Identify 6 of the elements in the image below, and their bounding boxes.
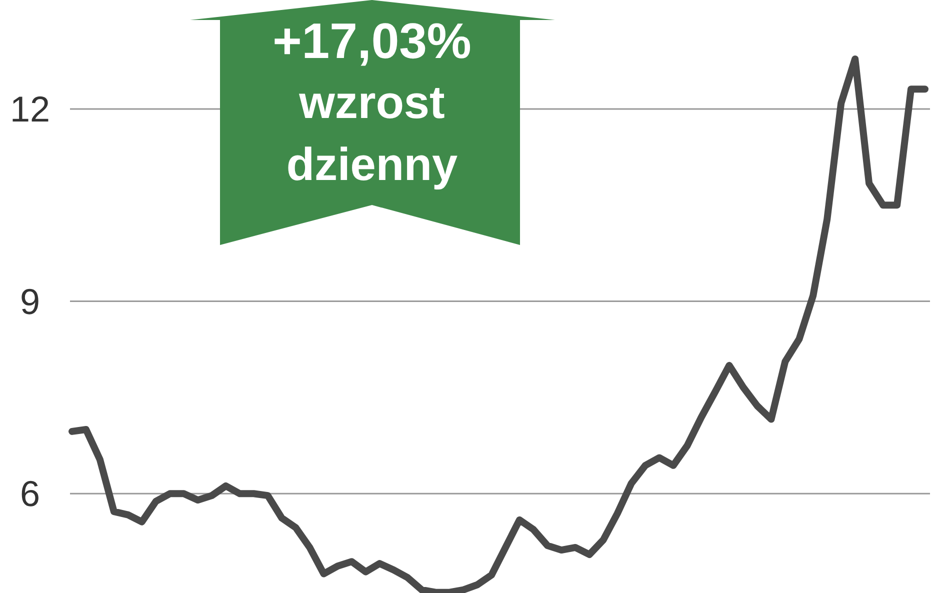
annotation: wzrost [298,76,445,128]
y-tick-label: 6 [20,473,40,514]
y-tick-label: 12 [10,88,50,130]
annotation: +17,03% [272,13,472,69]
y-tick-label: 9 [20,280,40,322]
annotation: dzienny [286,138,458,190]
